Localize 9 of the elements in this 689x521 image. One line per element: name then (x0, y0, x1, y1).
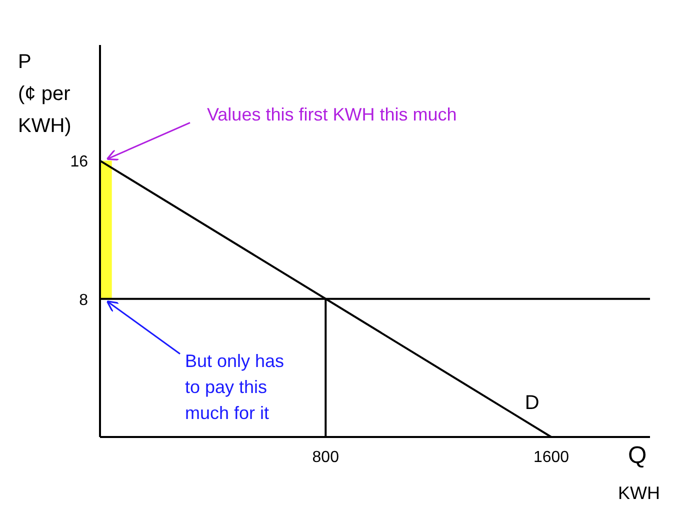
series-label: D (524, 392, 540, 414)
x-tick-label: 800 (312, 449, 340, 466)
x-tick-label: 1600 (533, 449, 570, 466)
y-axis-title: P (¢ per KWH) (18, 51, 72, 137)
y-tick-label: 8 (79, 292, 88, 309)
x-axis-title: Q KWH (618, 442, 660, 503)
y-tick-label: 16 (70, 154, 88, 171)
annotation: But only has to pay this much for it (185, 350, 284, 423)
annotation: Values this first KWH this much (207, 104, 457, 125)
